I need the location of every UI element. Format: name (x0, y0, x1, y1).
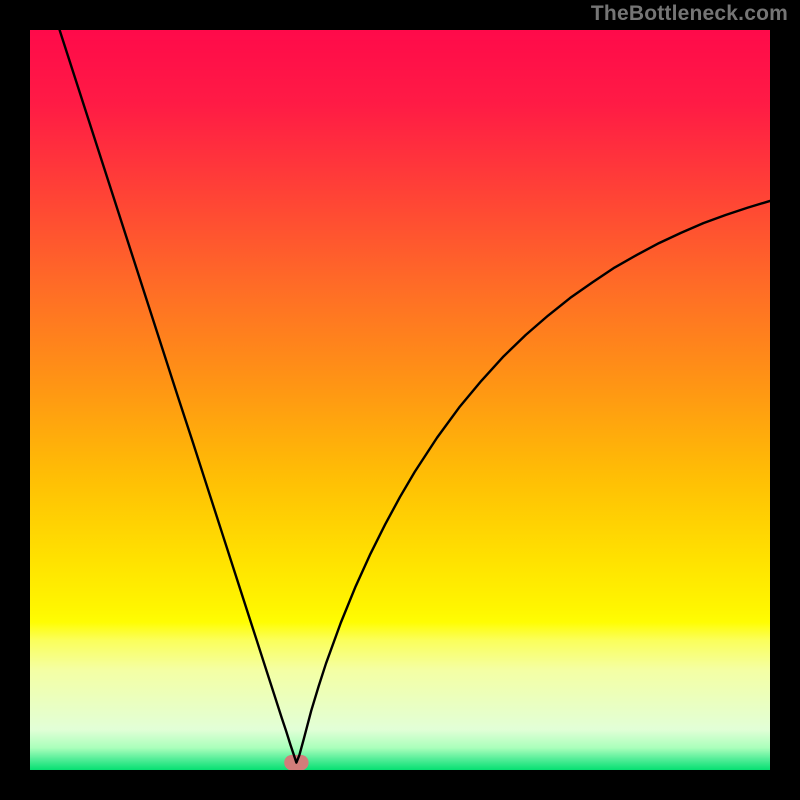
watermark-text: TheBottleneck.com (591, 2, 788, 26)
plot-area (30, 30, 770, 770)
gradient-background (30, 30, 770, 770)
chart-stage: TheBottleneck.com (0, 0, 800, 800)
bottleneck-chart (0, 0, 800, 800)
